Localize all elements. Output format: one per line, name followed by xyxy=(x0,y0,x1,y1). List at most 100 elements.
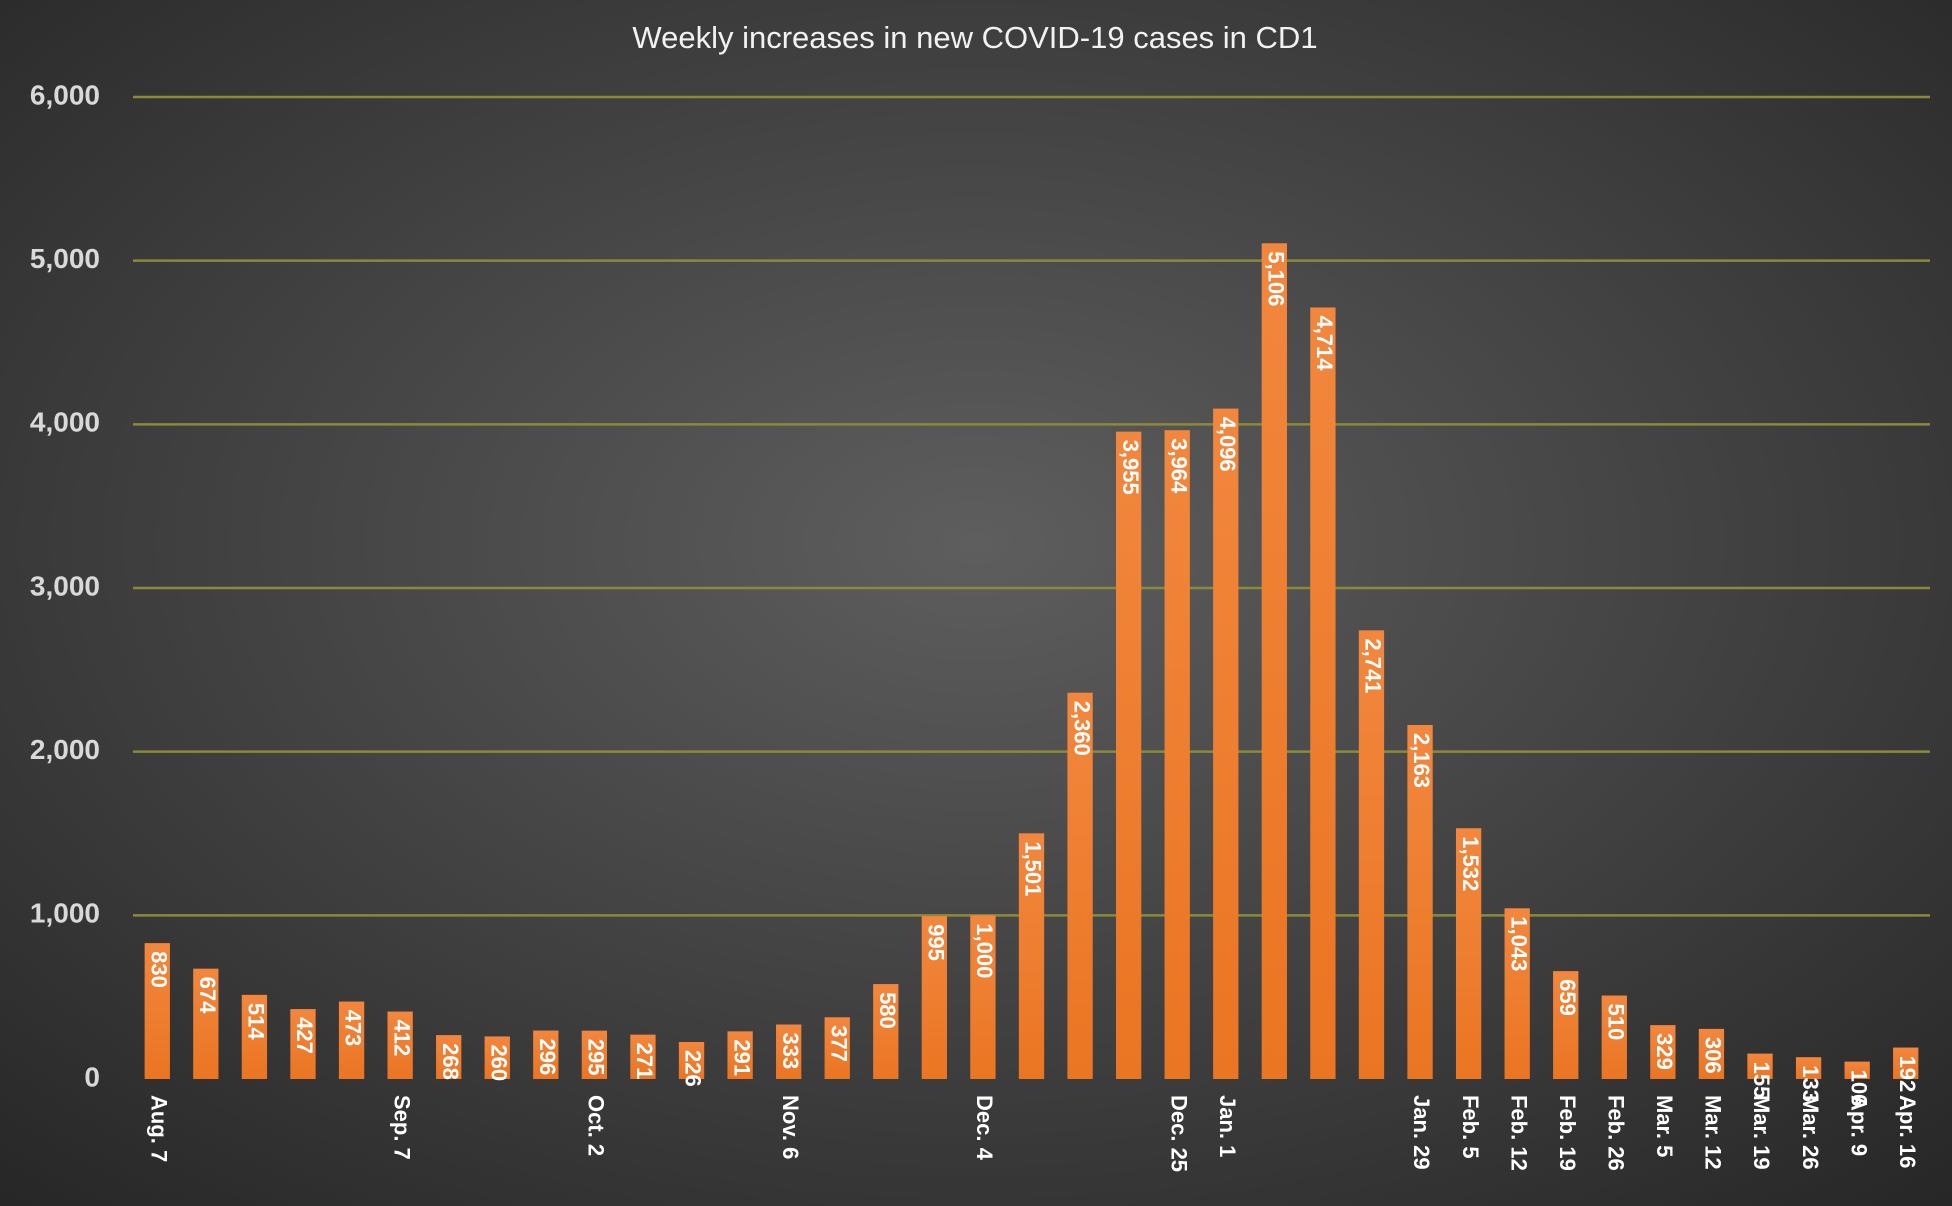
x-tick-label: Feb. 19 xyxy=(1555,1095,1580,1171)
bar-shade xyxy=(387,1011,413,1079)
bar-shade xyxy=(1116,431,1142,1079)
bar-shade xyxy=(484,1036,510,1079)
bar-shade xyxy=(1018,833,1045,1079)
value-label: 329 xyxy=(1652,1033,1677,1070)
value-label: 306 xyxy=(1701,1037,1726,1074)
bar-shade xyxy=(1698,1028,1725,1079)
value-label: 659 xyxy=(1555,979,1580,1016)
value-label: 510 xyxy=(1603,1004,1628,1041)
x-tick-label: Aug. 7 xyxy=(146,1095,171,1162)
value-label: 260 xyxy=(486,1044,511,1081)
x-tick-label: Jan. 29 xyxy=(1409,1095,1434,1170)
y-tick-label: 1,000 xyxy=(30,898,100,929)
bar-shade xyxy=(1553,971,1579,1079)
y-tick-label: 3,000 xyxy=(30,570,100,601)
bar-shade xyxy=(533,1030,559,1079)
value-label: 3,955 xyxy=(1118,440,1143,495)
value-label: 514 xyxy=(244,1003,269,1040)
value-label: 2,360 xyxy=(1069,701,1094,756)
x-tick-label: Dec. 4 xyxy=(972,1095,997,1161)
value-label: 271 xyxy=(632,1043,657,1080)
x-tick-label: Sep. 7 xyxy=(389,1095,414,1160)
value-label: 226 xyxy=(681,1050,706,1087)
bar-shade xyxy=(1893,1047,1919,1079)
value-label: 291 xyxy=(729,1039,754,1076)
x-tick-label: Nov. 6 xyxy=(778,1095,803,1159)
value-label: 4,096 xyxy=(1215,417,1240,472)
bar-shade xyxy=(630,1034,656,1079)
x-tick-label: Jan. 1 xyxy=(1215,1095,1240,1157)
x-tick-label: Oct. 2 xyxy=(584,1095,609,1156)
value-label: 296 xyxy=(535,1039,560,1076)
bar-shade xyxy=(436,1035,462,1079)
bar-shade xyxy=(1601,995,1627,1079)
bar-shade xyxy=(193,968,219,1079)
value-label: 1,532 xyxy=(1458,836,1483,891)
bar-shade xyxy=(873,984,899,1079)
x-tick-label: Feb. 5 xyxy=(1458,1095,1483,1159)
x-tick-label: Mar. 12 xyxy=(1701,1095,1726,1170)
value-label: 3,964 xyxy=(1166,438,1191,494)
bar-shade xyxy=(1795,1057,1822,1079)
value-label: 1,043 xyxy=(1506,916,1531,971)
value-label: 2,741 xyxy=(1361,638,1386,693)
y-tick-label: 6,000 xyxy=(30,79,100,110)
value-label: 4,714 xyxy=(1312,315,1337,371)
value-label: 412 xyxy=(389,1020,414,1057)
y-tick-label: 0 xyxy=(84,1061,100,1092)
bar-shade xyxy=(727,1031,753,1079)
value-label: 155 xyxy=(1749,1062,1774,1099)
value-label: 427 xyxy=(292,1017,317,1054)
value-label: 268 xyxy=(438,1043,463,1080)
value-label: 1,501 xyxy=(1021,841,1046,896)
bar-shade xyxy=(1844,1061,1870,1079)
bar-shade xyxy=(338,1001,365,1079)
bar-shade xyxy=(1455,828,1482,1079)
y-tick-label: 4,000 xyxy=(30,407,100,438)
bar-shade xyxy=(1261,243,1287,1079)
x-tick-label: Mar. 26 xyxy=(1798,1095,1823,1170)
value-label: 106 xyxy=(1846,1070,1871,1107)
bar-shade xyxy=(1504,908,1530,1079)
bar-shade xyxy=(1747,1053,1773,1079)
value-label: 674 xyxy=(195,977,220,1014)
x-tick-label: Feb. 26 xyxy=(1603,1095,1628,1171)
bar-shade xyxy=(290,1009,316,1079)
bar-shade xyxy=(144,943,170,1079)
bar-shade xyxy=(970,915,996,1079)
y-tick-label: 2,000 xyxy=(30,734,100,765)
x-tick-label: Dec. 25 xyxy=(1166,1095,1191,1172)
x-tick-label: Mar. 5 xyxy=(1652,1095,1677,1157)
value-label: 377 xyxy=(826,1025,851,1062)
bar-shade xyxy=(1213,408,1239,1079)
value-label: 473 xyxy=(341,1010,366,1047)
value-label: 333 xyxy=(778,1032,803,1069)
bar-shade xyxy=(1407,724,1433,1079)
bar-shade xyxy=(1650,1025,1676,1079)
chart-title: Weekly increases in new COVID-19 cases i… xyxy=(632,20,1317,55)
bar-shade xyxy=(1067,692,1093,1079)
value-label: 580 xyxy=(875,992,900,1029)
bar-shade xyxy=(1164,430,1190,1079)
value-label: 1,000 xyxy=(972,923,997,978)
x-tick-label: Feb. 12 xyxy=(1506,1095,1531,1171)
bar-shade xyxy=(1310,307,1336,1079)
bar-shade xyxy=(678,1042,705,1079)
bar-shade xyxy=(824,1017,850,1079)
x-tick-label: Mar. 19 xyxy=(1749,1095,1774,1170)
value-label: 995 xyxy=(924,924,949,961)
value-label: 2,163 xyxy=(1409,733,1434,788)
value-label: 192 xyxy=(1895,1056,1920,1093)
value-label: 295 xyxy=(584,1039,609,1076)
value-label: 5,106 xyxy=(1264,251,1289,306)
value-label: 830 xyxy=(146,951,171,988)
bar-shade xyxy=(921,916,947,1079)
y-tick-label: 5,000 xyxy=(30,243,100,274)
x-tick-label: Apr. 9 xyxy=(1846,1095,1871,1156)
bar-shade xyxy=(241,994,268,1079)
bar-shade xyxy=(581,1030,608,1079)
value-label: 133 xyxy=(1798,1065,1823,1102)
bar-shade xyxy=(776,1024,802,1079)
bar-shade xyxy=(1358,630,1385,1079)
